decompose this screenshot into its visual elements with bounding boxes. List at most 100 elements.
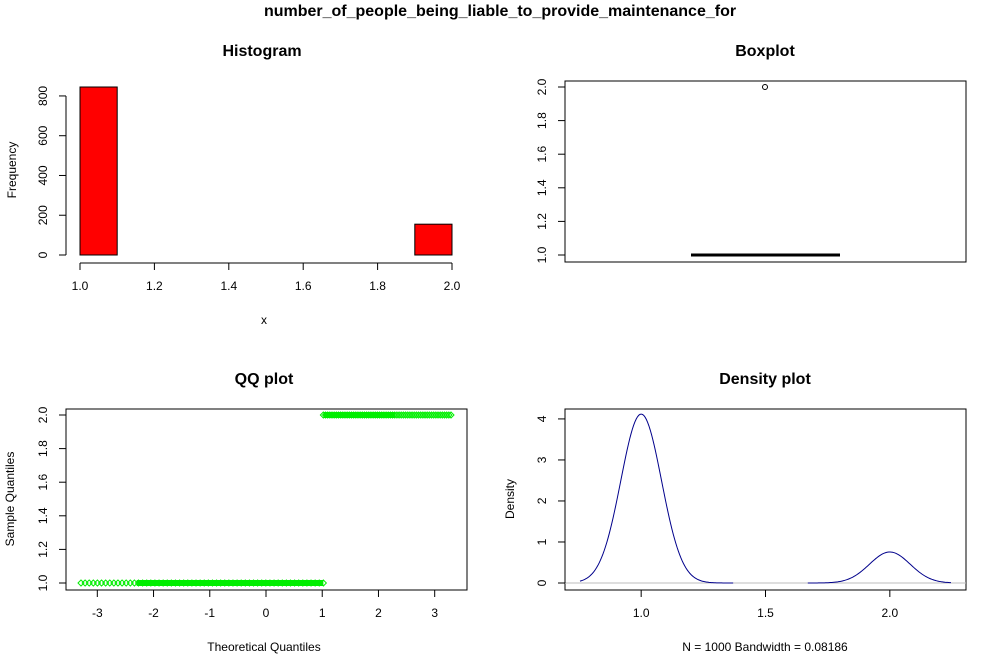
histogram-bar [79, 86, 118, 256]
histogram-y-tick-label: 800 [36, 86, 50, 106]
qqplot-point [440, 411, 449, 419]
histogram-ylabel: Frequency [5, 142, 19, 199]
histogram-x-tick-label: 1.0 [72, 279, 89, 293]
qqplot-point [436, 411, 444, 419]
qqplot-point [410, 411, 418, 419]
qqplot-xlabel: Theoretical Quantiles [207, 640, 320, 654]
density-x-tick-label: 2.0 [881, 606, 898, 620]
density-y-tick-label: 2 [535, 497, 549, 504]
qqplot-point [397, 411, 405, 419]
qqplot-point [425, 411, 434, 419]
histogram-x-tick-label: 1.2 [146, 279, 163, 293]
qqplot-y-tick-label: 2.0 [36, 406, 50, 423]
density-y-tick-label: 0 [535, 579, 549, 586]
qqplot-x-tick-label: -3 [92, 606, 103, 620]
qqplot-point [106, 579, 114, 587]
qqplot-point [118, 579, 126, 587]
qqplot-x-tick-label: 0 [263, 606, 270, 620]
qqplot-x-tick-label: -2 [148, 606, 159, 620]
boxplot-title: Boxplot [735, 43, 795, 60]
qqplot-point [77, 579, 85, 587]
qqplot-y-tick-label: 1.0 [36, 574, 50, 591]
boxplot-y-tick-label: 1.4 [535, 179, 549, 196]
qqplot-point [401, 411, 410, 419]
qqplot-point [406, 411, 414, 419]
qqplot-point [122, 579, 130, 587]
qqplot-point [85, 579, 93, 587]
qqplot-point [114, 579, 122, 587]
qqplot-y-tick-label: 1.4 [36, 507, 50, 524]
boxplot-outlier-point [762, 84, 768, 90]
qqplot-point [97, 579, 106, 587]
qqplot-point [395, 411, 403, 419]
page-title: number_of_people_being_liable_to_provide… [264, 3, 736, 20]
qqplot-point [421, 411, 429, 419]
boxplot-panel: Boxplot 1.0 1.2 1.4 1.6 1.8 2.0 [535, 43, 967, 263]
qqplot-point [110, 579, 118, 587]
qqplot-point [447, 411, 455, 419]
histogram-x-tick-label: 2.0 [444, 279, 461, 293]
qqplot-point [81, 579, 89, 587]
qqplot-point [419, 411, 427, 419]
histogram-title: Histogram [222, 43, 301, 60]
density-x-tick-label: 1.0 [633, 606, 650, 620]
qqplot-x-tick-label: -1 [204, 606, 215, 620]
qqplot-point [423, 411, 431, 419]
density-curve-segment [807, 551, 952, 584]
qqplot-point [434, 411, 442, 419]
boxplot-y-tick-label: 1.0 [535, 246, 549, 263]
histogram-y-tick-label: 400 [36, 165, 50, 185]
density-curve-segment [579, 413, 734, 584]
qqplot-point [427, 411, 436, 419]
qqplot-x-tick-label: 1 [319, 606, 326, 620]
qqplot-point [438, 411, 447, 419]
qqplot-point [89, 579, 98, 587]
qqplot-x-tick-label: 3 [431, 606, 438, 620]
qqplot-point [126, 579, 134, 587]
qqplot-x-tick-label: 2 [375, 606, 382, 620]
qqplot-point [408, 411, 416, 419]
histogram-x-tick-label: 1.8 [369, 279, 386, 293]
qqplot-panel: QQ plot Theoretical Quantiles Sample Qua… [3, 371, 468, 654]
qqplot-point [445, 411, 453, 419]
boxplot-frame [564, 80, 967, 263]
boxplot-y-tick-label: 2.0 [535, 78, 549, 95]
qqplot-y-tick-label: 1.6 [36, 474, 50, 491]
qqplot-y-tick-label: 1.8 [36, 440, 50, 457]
qqplot-point [414, 411, 423, 419]
density-ylabel: Density [503, 479, 517, 519]
qqplot-point [130, 579, 139, 587]
density-frame [564, 408, 967, 591]
boxplot-y-tick-label: 1.8 [535, 112, 549, 129]
histogram-y-tick-label: 200 [36, 205, 50, 225]
histogram-y-tick-label: 600 [36, 125, 50, 145]
qqplot-point [399, 411, 408, 419]
qqplot-point [412, 411, 421, 419]
qqplot-title: QQ plot [235, 371, 294, 388]
density-y-tick-label: 4 [535, 415, 549, 422]
qqplot-point [93, 579, 102, 587]
qqplot-point [429, 411, 438, 419]
density-y-tick-label: 1 [535, 538, 549, 545]
density-xlabel: N = 1000 Bandwidth = 0.08186 [682, 640, 848, 654]
histogram-y-tick-label: 0 [36, 251, 50, 258]
density-x-tick-label: 1.5 [757, 606, 774, 620]
qqplot-frame [65, 408, 468, 591]
histogram-panel: Histogram x Frequency 1.0 1.2 1.4 1.6 1.8 2.0… [5, 43, 461, 327]
histogram-xlabel: x [261, 313, 267, 327]
qqplot-ylabel: Sample Quantiles [3, 452, 17, 547]
qqplot-y-tick-label: 1.2 [36, 541, 50, 558]
boxplot-y-tick-label: 1.6 [535, 146, 549, 163]
qqplot-point [432, 411, 440, 419]
histogram-bar [414, 223, 453, 256]
qqplot-point [101, 579, 110, 587]
boxplot-y-tick-label: 1.2 [535, 213, 549, 230]
density-title: Density plot [719, 371, 811, 388]
density-y-tick-label: 3 [535, 456, 549, 463]
histogram-x-tick-label: 1.4 [220, 279, 237, 293]
qqplot-point [442, 411, 451, 419]
qqplot-point [404, 411, 412, 419]
density-panel: Density plot N = 1000 Bandwidth = 0.0818… [503, 371, 967, 654]
histogram-x-tick-label: 1.6 [295, 279, 312, 293]
